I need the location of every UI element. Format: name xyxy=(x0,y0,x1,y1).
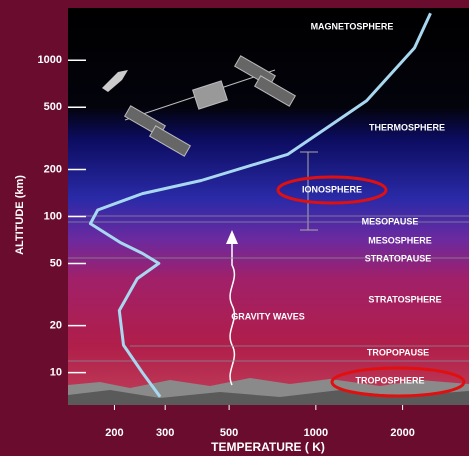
layer-label: MESOSPHERE xyxy=(368,235,432,245)
y-tick-label: 50 xyxy=(50,257,62,269)
sky-background xyxy=(68,8,469,405)
x-tick-label: 1000 xyxy=(304,427,328,439)
layer-label: STRATOPAUSE xyxy=(365,253,432,263)
layer-label: TROPOSPHERE xyxy=(355,375,424,385)
layer-label: MAGNETOSPHERE xyxy=(311,21,394,31)
y-tick-label: 500 xyxy=(44,101,62,113)
chart: ALTITUDE (km) TEMPERATURE ( K) 10 20 50 100… xyxy=(0,0,469,456)
layer-label: MESOPAUSE xyxy=(362,216,419,226)
y-tick-label: 20 xyxy=(50,319,62,331)
layer-label: IONOSPHERE xyxy=(302,184,362,194)
x-tick-label: 2000 xyxy=(390,427,414,439)
y-axis-label: ALTITUDE (km) xyxy=(14,175,26,255)
y-tick-label: 200 xyxy=(44,163,62,175)
x-tick-label: 200 xyxy=(105,427,123,439)
layer-label: TROPOPAUSE xyxy=(367,347,429,357)
y-tick-label: 1000 xyxy=(38,54,62,66)
y-tick-label: 10 xyxy=(50,366,62,378)
layer-label: GRAVITY WAVES xyxy=(231,311,305,321)
x-tick-label: 500 xyxy=(220,427,238,439)
y-tick-label: 100 xyxy=(44,210,62,222)
x-axis-label: TEMPERATURE ( K) xyxy=(211,440,325,454)
x-tick-label: 300 xyxy=(156,427,174,439)
layer-label: THERMOSPHERE xyxy=(369,122,445,132)
layer-label: STRATOSPHERE xyxy=(368,294,441,304)
